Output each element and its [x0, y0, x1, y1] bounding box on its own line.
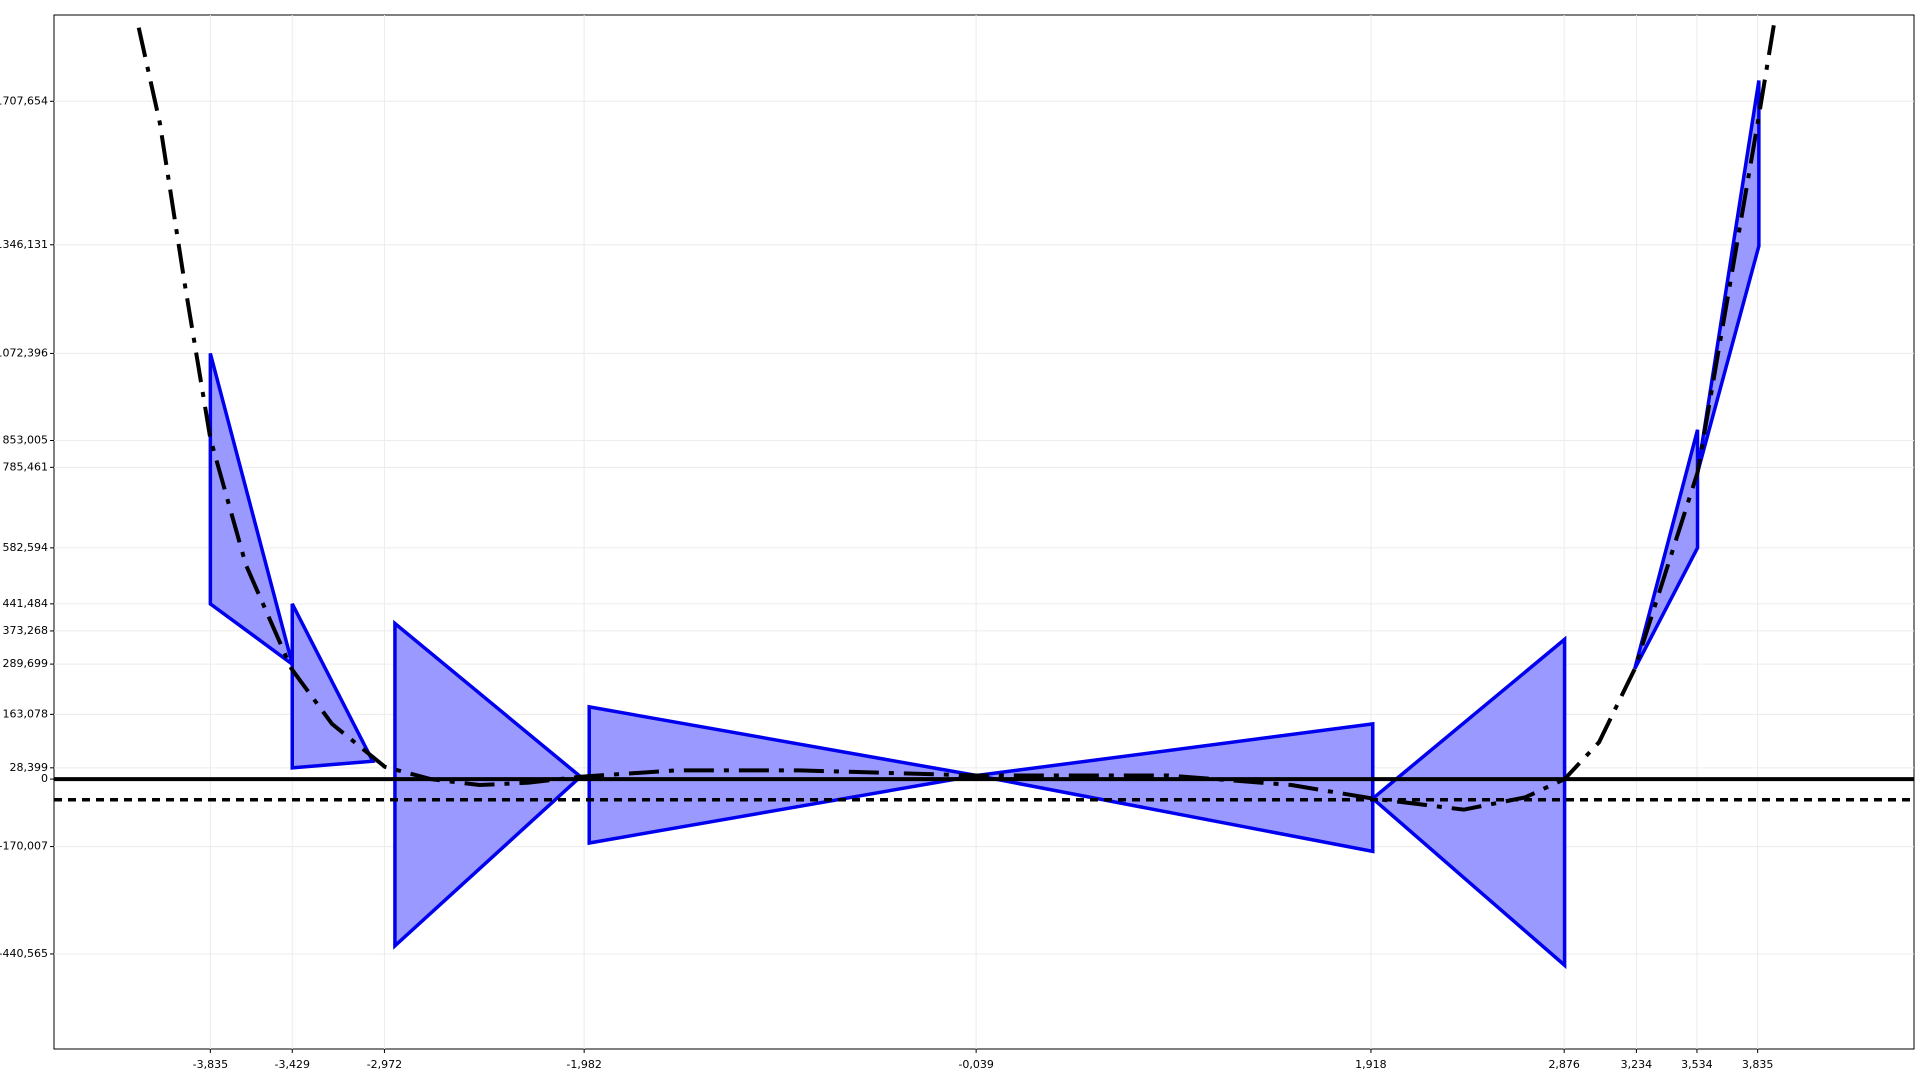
x-tick-label: -3,429	[275, 1058, 310, 1071]
x-tick-label: 1,918	[1355, 1058, 1387, 1071]
x-tick-label: -0,039	[958, 1058, 993, 1071]
x-tick-label: -1,982	[566, 1058, 601, 1071]
y-tick-label: -170,007	[0, 840, 48, 853]
y-tick-label: -440,565	[0, 947, 48, 960]
y-tick-label: 28,399	[10, 761, 49, 774]
y-tick-label: 373,268	[3, 624, 49, 637]
y-tick-label: 1707,654	[0, 94, 48, 107]
x-tick-label: 3,835	[1742, 1058, 1774, 1071]
diagram-polygon	[976, 721, 1375, 854]
x-tick-label: -3,835	[193, 1058, 228, 1071]
y-tick-label: 1346,131	[0, 238, 48, 251]
y-tick-label: 853,005	[3, 434, 49, 447]
y-tick-label: 0	[41, 772, 48, 785]
y-tick-label: 289,699	[3, 657, 49, 670]
y-tick-label: 1072,396	[0, 346, 48, 359]
plot-frame	[53, 14, 1915, 1050]
x-tick-label: 2,876	[1548, 1058, 1580, 1071]
curve	[136, 24, 1776, 812]
y-tick-label: 441,484	[3, 597, 49, 610]
diagram-polygon	[1633, 429, 1700, 670]
x-tick-label: 3,234	[1621, 1058, 1653, 1071]
x-tick-label: -2,972	[367, 1058, 402, 1071]
x-tick-label: 3,534	[1681, 1058, 1713, 1071]
y-tick-label: 582,594	[3, 541, 49, 554]
diagram-polygon	[1370, 635, 1567, 970]
diagram-polygon	[208, 352, 296, 669]
y-tick-label: 163,078	[3, 707, 49, 720]
diagram-polygon	[290, 603, 376, 770]
y-tick-label: 785,461	[3, 460, 49, 473]
